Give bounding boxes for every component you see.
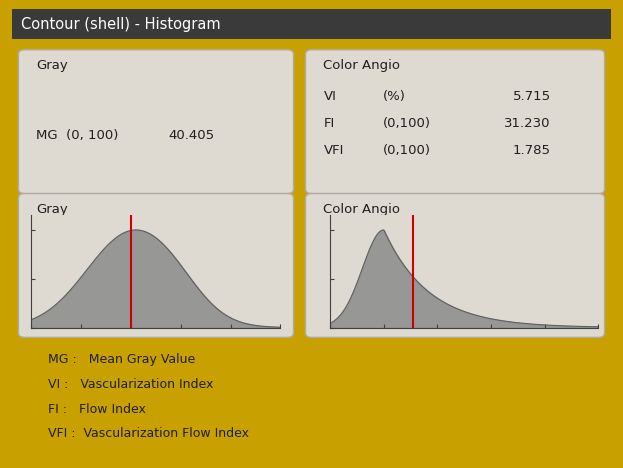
Text: Color Angio: Color Angio (323, 59, 401, 72)
Text: 1.785: 1.785 (513, 145, 551, 157)
Text: (0,100): (0,100) (383, 117, 431, 131)
Text: FI: FI (323, 117, 335, 131)
FancyBboxPatch shape (19, 50, 293, 194)
Text: FI :   Flow Index: FI : Flow Index (49, 403, 146, 416)
Text: 40.405: 40.405 (168, 129, 214, 142)
Text: MG :   Mean Gray Value: MG : Mean Gray Value (49, 353, 196, 366)
FancyBboxPatch shape (305, 50, 604, 194)
FancyBboxPatch shape (12, 9, 611, 38)
Text: Color Angio: Color Angio (323, 203, 401, 216)
Text: VFI: VFI (323, 145, 344, 157)
Text: (0,100): (0,100) (383, 145, 431, 157)
Text: VI :   Vascularization Index: VI : Vascularization Index (49, 378, 214, 391)
Text: MG  (0, 100): MG (0, 100) (36, 129, 119, 142)
Text: VI: VI (323, 90, 336, 103)
Text: Gray: Gray (36, 59, 68, 72)
Text: Gray: Gray (36, 203, 68, 216)
Text: 31.230: 31.230 (504, 117, 551, 131)
FancyBboxPatch shape (305, 194, 604, 337)
FancyBboxPatch shape (19, 194, 293, 337)
Text: Contour (shell) - Histogram: Contour (shell) - Histogram (21, 17, 221, 32)
Text: VFI :  Vascularization Flow Index: VFI : Vascularization Flow Index (49, 427, 249, 440)
Text: 5.715: 5.715 (513, 90, 551, 103)
Text: (%): (%) (383, 90, 406, 103)
